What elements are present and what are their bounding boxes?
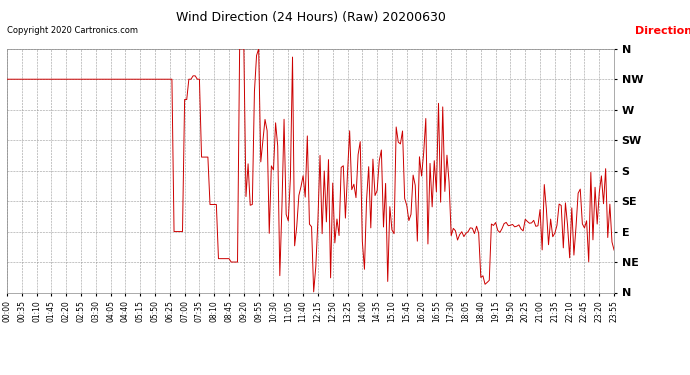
Text: Direction: Direction (635, 26, 690, 36)
Text: Wind Direction (24 Hours) (Raw) 20200630: Wind Direction (24 Hours) (Raw) 20200630 (175, 11, 446, 24)
Text: Copyright 2020 Cartronics.com: Copyright 2020 Cartronics.com (7, 26, 138, 35)
